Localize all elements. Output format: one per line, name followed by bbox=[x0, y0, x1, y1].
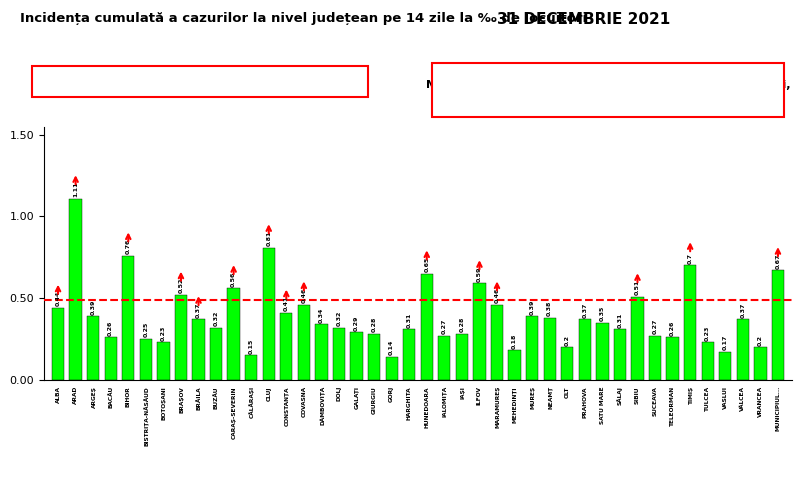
Text: 0.37: 0.37 bbox=[196, 302, 201, 318]
Bar bbox=[87, 316, 99, 380]
Bar bbox=[386, 357, 398, 380]
Bar bbox=[543, 318, 556, 380]
Text: 0.18: 0.18 bbox=[512, 334, 517, 349]
Bar bbox=[702, 342, 714, 380]
Bar bbox=[368, 334, 380, 380]
Bar bbox=[614, 329, 626, 380]
Text: 0.32: 0.32 bbox=[214, 311, 218, 326]
Text: 0.28: 0.28 bbox=[372, 317, 377, 333]
Text: 0.39: 0.39 bbox=[530, 299, 534, 315]
Bar bbox=[772, 270, 784, 380]
Bar bbox=[456, 334, 468, 380]
Text: 0.31: 0.31 bbox=[406, 312, 412, 328]
Bar bbox=[210, 328, 222, 380]
Bar bbox=[509, 351, 521, 380]
Bar bbox=[262, 247, 275, 380]
Text: 1.11: 1.11 bbox=[73, 181, 78, 197]
Text: 0.35: 0.35 bbox=[600, 306, 605, 321]
Bar bbox=[350, 333, 362, 380]
Bar bbox=[245, 356, 258, 380]
Bar bbox=[122, 256, 134, 380]
Text: 0.56: 0.56 bbox=[231, 271, 236, 287]
Bar bbox=[474, 283, 486, 380]
Bar bbox=[666, 337, 678, 380]
Text: 0.2: 0.2 bbox=[565, 335, 570, 346]
Bar bbox=[158, 342, 170, 380]
Text: 0.28: 0.28 bbox=[459, 317, 464, 333]
Text: 0.27: 0.27 bbox=[442, 318, 447, 334]
Text: 0.25: 0.25 bbox=[143, 322, 148, 337]
Text: 0.17: 0.17 bbox=[722, 335, 728, 351]
Bar bbox=[719, 352, 731, 380]
Text: 0.32: 0.32 bbox=[337, 311, 342, 326]
Text: 0.52: 0.52 bbox=[178, 278, 183, 293]
Bar bbox=[754, 347, 766, 380]
Text: Incidența cumulată a cazurilor la nivel județean pe 14 zile la ‰ de locuitori: Incidența cumulată a cazurilor la nivel … bbox=[21, 12, 587, 25]
Bar bbox=[631, 297, 644, 380]
Text: 0.65: 0.65 bbox=[424, 257, 430, 272]
Bar bbox=[70, 199, 82, 380]
Bar bbox=[491, 305, 503, 380]
Text: 0.26: 0.26 bbox=[670, 320, 675, 336]
Text: Total județe care au inregistrat crestere: 22: Total județe care au inregistrat crester… bbox=[48, 76, 322, 87]
Bar bbox=[280, 313, 293, 380]
Bar bbox=[737, 319, 749, 380]
Text: 0.27: 0.27 bbox=[653, 318, 658, 334]
Bar bbox=[561, 347, 574, 380]
Bar bbox=[421, 274, 433, 380]
Text: 0.46: 0.46 bbox=[494, 288, 499, 303]
Bar bbox=[403, 329, 415, 380]
Bar bbox=[684, 265, 696, 380]
Bar bbox=[315, 324, 327, 380]
Bar bbox=[227, 288, 240, 380]
Bar bbox=[526, 316, 538, 380]
Text: 0.67: 0.67 bbox=[775, 253, 781, 269]
Bar bbox=[438, 336, 450, 380]
Text: 0.37: 0.37 bbox=[582, 302, 587, 318]
Bar bbox=[140, 339, 152, 380]
Text: 0.29: 0.29 bbox=[354, 316, 359, 331]
Text: 0.23: 0.23 bbox=[706, 325, 710, 340]
Text: 0.34: 0.34 bbox=[319, 307, 324, 323]
Bar bbox=[333, 328, 345, 380]
Bar bbox=[105, 337, 117, 380]
Text: 0.31: 0.31 bbox=[618, 312, 622, 328]
Text: 0.39: 0.39 bbox=[90, 299, 96, 315]
Text: MEDIA NATIONALA - 0.49-  raportat la populatia României,
conform datelor INS: MEDIA NATIONALA - 0.49- raportat la popu… bbox=[426, 79, 790, 101]
Text: 0.2: 0.2 bbox=[758, 335, 763, 346]
Bar bbox=[596, 323, 609, 380]
Bar bbox=[192, 319, 205, 380]
Text: 0.14: 0.14 bbox=[389, 340, 394, 356]
Text: 0.37: 0.37 bbox=[740, 302, 746, 318]
Text: 0.38: 0.38 bbox=[547, 301, 552, 316]
Text: 0.46: 0.46 bbox=[302, 288, 306, 303]
Bar bbox=[52, 308, 64, 380]
Text: 0.7: 0.7 bbox=[688, 253, 693, 264]
Text: 31 DECEMBRIE 2021: 31 DECEMBRIE 2021 bbox=[498, 12, 670, 27]
Text: 0.51: 0.51 bbox=[635, 280, 640, 295]
Text: 0.81: 0.81 bbox=[266, 230, 271, 246]
Bar bbox=[578, 319, 591, 380]
Text: 0.59: 0.59 bbox=[477, 266, 482, 282]
Text: 0.41: 0.41 bbox=[284, 296, 289, 311]
Bar bbox=[175, 295, 187, 380]
Text: 0.76: 0.76 bbox=[126, 239, 130, 254]
Text: 0.23: 0.23 bbox=[161, 325, 166, 340]
Bar bbox=[649, 336, 661, 380]
Text: 0.44: 0.44 bbox=[55, 291, 61, 306]
Text: 0.15: 0.15 bbox=[249, 338, 254, 354]
Text: 0.26: 0.26 bbox=[108, 320, 114, 336]
Bar bbox=[298, 305, 310, 380]
